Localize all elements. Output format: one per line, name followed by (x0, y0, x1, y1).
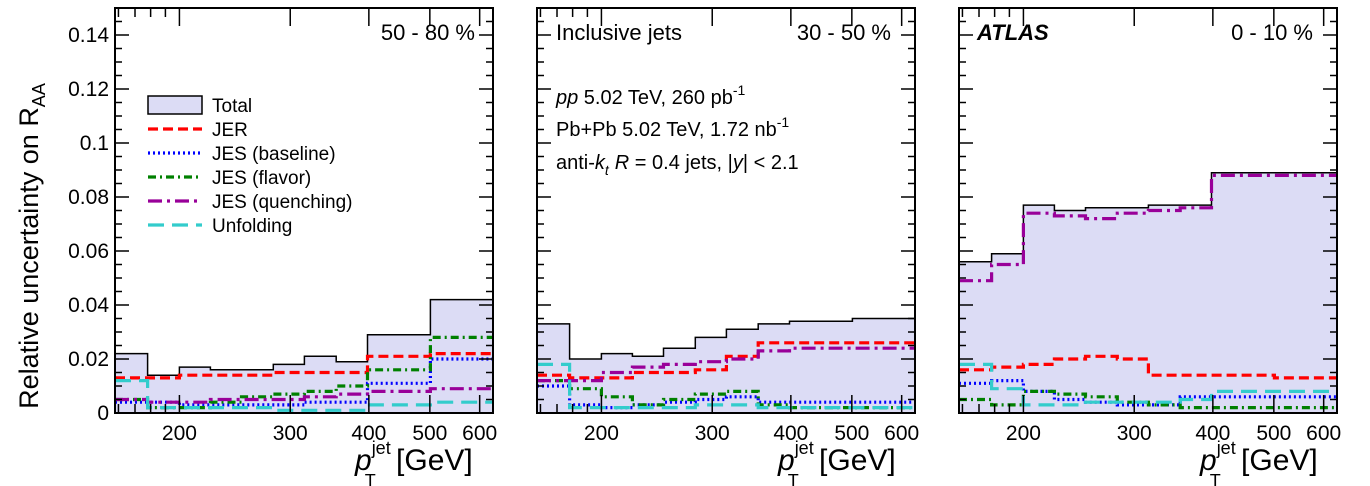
series-unfolding (959, 362, 1337, 407)
y-tick-label: 0.14 (68, 24, 109, 47)
panel-0-10: 200 300 400 500 600 (958, 7, 1341, 445)
info-pp: pp 5.02 TeV, 260 pb-1 (555, 82, 746, 109)
panel-50-80: 0 0.02 0.04 0.06 0.08 0.1 0.12 0.14 200 300 400 500… (68, 7, 497, 445)
x-tick-label: 600 (1306, 422, 1341, 445)
series-jes-flavor (537, 379, 915, 410)
series-jer (959, 354, 1337, 380)
y-tick-label: 0.12 (68, 78, 109, 101)
legend-swatch-total (147, 95, 203, 115)
series-jes-quenching (115, 387, 493, 404)
legend-label: JER (212, 120, 248, 141)
legend-label: JES (quenching) (212, 192, 352, 213)
series-total-fill (959, 172, 1337, 413)
x-axis-label-1: pjet T [GeV] (777, 438, 896, 486)
corner-label-0-10: 0 - 10 % (1231, 20, 1313, 45)
legend: Total JER JES (baseline) JES (flavor) JES (q… (147, 95, 352, 237)
legend-label: Total (212, 96, 252, 117)
x-axis-label-0: pjet T [GeV] (354, 438, 473, 486)
x-tick-label: 600 (462, 422, 497, 445)
y-tick-label: 0.04 (68, 294, 109, 317)
x-tick-label: 400 (773, 422, 808, 445)
x-tick-label: 200 (162, 422, 197, 445)
corner-label-30-50: 30 - 50 % (797, 20, 891, 45)
x-tick-label: 400 (1195, 422, 1230, 445)
series-unfolding (537, 362, 915, 410)
legend-label: JES (flavor) (212, 168, 311, 189)
y-axis-label: Relative uncertainty on RAA (14, 83, 49, 409)
series-jer (115, 352, 493, 380)
y-tick-label: 0 (97, 402, 109, 425)
corner-label-50-80: 50 - 80 % (381, 20, 475, 45)
x-tick-label: 500 (412, 422, 447, 445)
y-tick-label: 0.06 (68, 240, 109, 263)
x-tick-label: 500 (834, 422, 869, 445)
x-axis-label-2: pjet T [GeV] (1199, 438, 1318, 486)
y-tick-label: 0.08 (68, 186, 109, 209)
x-tick-label: 300 (273, 422, 308, 445)
series-jes-quenching (959, 173, 1337, 283)
info-jets: anti-kt R = 0.4 jets, |y| < 2.1 (556, 152, 799, 178)
y-tick-label: 0.02 (68, 348, 109, 371)
x-tick-label: 300 (695, 422, 730, 445)
series-total-line (537, 317, 915, 360)
x-tick-label: 300 (1117, 422, 1152, 445)
legend-label: JES (baseline) (212, 144, 336, 165)
y-tick-label: 0.1 (80, 132, 109, 155)
experiment-label: ATLAS (976, 20, 1049, 45)
series-total-line (959, 171, 1337, 263)
x-tick-label: 200 (1006, 422, 1041, 445)
info-title: Inclusive jets (556, 20, 682, 45)
x-tick-label: 400 (351, 422, 386, 445)
series-jes-flavor (959, 389, 1337, 410)
series-jer (537, 341, 915, 380)
panel-30-50: 200 300 400 500 600 (536, 7, 919, 445)
info-pbpb: Pb+Pb 5.02 TeV, 1.72 nb-1 (556, 114, 789, 141)
series-jes-quenching (537, 346, 915, 383)
series-total-fill (115, 299, 493, 413)
x-tick-label: 500 (1256, 422, 1291, 445)
legend-label: Unfolding (212, 216, 292, 237)
x-tick-label: 200 (584, 422, 619, 445)
x-tick-label: 600 (884, 422, 919, 445)
